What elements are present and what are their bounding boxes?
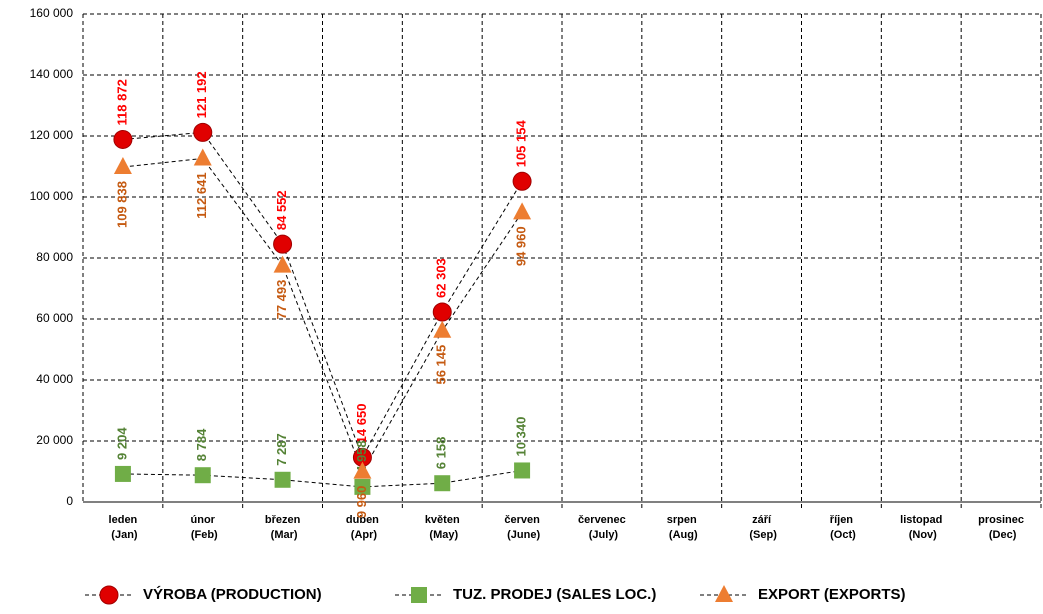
point <box>193 122 213 142</box>
legend-label: VÝROBA (PRODUCTION) <box>143 585 322 603</box>
y-tick-label: 100 000 <box>30 189 74 203</box>
y-tick-label: 40 000 <box>36 372 73 386</box>
y-tick-label: 20 000 <box>36 433 73 447</box>
legend-label: EXPORT (EXPORTS) <box>758 586 906 603</box>
point <box>113 129 133 149</box>
data-label: 10 340 <box>514 417 529 457</box>
x-tick-label: březen (Mar) <box>265 514 301 541</box>
point <box>434 475 451 492</box>
x-tick-line: květen <box>425 514 460 526</box>
x-tick-label: říjen (Oct) <box>827 514 856 541</box>
x-tick-line: (Oct) <box>827 529 856 541</box>
point <box>433 320 452 338</box>
legend-marker <box>715 585 733 602</box>
x-tick-label: srpen (Aug) <box>666 514 698 541</box>
data-label: 14 650 <box>354 404 369 444</box>
data-label: 9 204 <box>114 427 129 460</box>
y-tick-label: 60 000 <box>36 311 73 325</box>
data-label: 84 552 <box>274 190 289 230</box>
data-label: 94 960 <box>514 226 529 266</box>
y-tick-label: 140 000 <box>30 67 74 81</box>
x-tick-line: leden <box>109 514 138 526</box>
x-tick-label: září (Sep) <box>746 514 777 541</box>
x-tick-line: (Apr) <box>348 529 378 541</box>
legend-marker <box>99 585 119 605</box>
data-label: 6 158 <box>434 437 449 470</box>
x-tick-line: (Jan) <box>108 529 138 541</box>
x-tick-label: červenec (July) <box>578 514 626 541</box>
data-label: 105 154 <box>514 120 529 168</box>
x-tick-line: (Aug) <box>666 529 698 541</box>
data-label: 56 145 <box>434 345 449 385</box>
data-label: 109 838 <box>114 181 129 228</box>
x-tick-line: (May) <box>426 529 458 541</box>
x-tick-line: červen <box>504 514 540 526</box>
data-label: 7 287 <box>274 433 289 466</box>
series-line <box>122 469 523 488</box>
data-label: 8 784 <box>194 428 209 461</box>
x-tick-line: březen <box>265 514 301 526</box>
point <box>274 471 291 488</box>
x-tick-label: prosinec (Dec) <box>978 514 1024 541</box>
data-label: 121 192 <box>194 71 209 118</box>
y-tick-label: 120 000 <box>30 128 74 142</box>
x-tick-label: květen (May) <box>425 514 460 541</box>
legend-label: TUZ. PRODEJ (SALES LOC.) <box>453 586 656 603</box>
x-tick-line: (Dec) <box>986 529 1017 541</box>
x-tick-line: duben <box>346 514 379 526</box>
x-tick-label: leden (Jan) <box>108 514 138 541</box>
point <box>193 148 212 166</box>
x-tick-line: únor <box>191 514 216 526</box>
x-tick-label: únor (Feb) <box>188 514 218 541</box>
x-tick-line: prosinec <box>978 514 1024 526</box>
data-label: 9 960 <box>354 486 369 519</box>
point <box>273 234 293 254</box>
x-tick-label: červen (June) <box>504 514 540 541</box>
x-tick-line: červenec <box>578 514 626 526</box>
series-line <box>122 157 523 473</box>
point <box>514 462 531 479</box>
data-label: 118 872 <box>114 79 129 125</box>
point <box>194 467 211 484</box>
y-tick-label: 80 000 <box>36 250 73 264</box>
point <box>513 202 532 220</box>
x-tick-line: (Feb) <box>188 529 218 541</box>
point <box>512 171 532 191</box>
x-tick-line: (Sep) <box>746 529 777 541</box>
data-label: 62 303 <box>434 258 449 298</box>
x-tick-label: duben (Apr) <box>346 514 379 541</box>
point <box>432 302 452 322</box>
legend-marker <box>411 587 427 603</box>
point <box>114 465 131 482</box>
y-tick-label: 160 000 <box>30 6 74 20</box>
x-tick-line: (Nov) <box>906 529 938 541</box>
y-tick-label: 0 <box>66 494 73 508</box>
data-label: 112 641 <box>194 172 209 218</box>
x-tick-line: (June) <box>504 529 540 541</box>
x-tick-line: září <box>752 514 772 526</box>
x-tick-line: říjen <box>830 514 854 526</box>
series-line <box>122 131 523 459</box>
data-label: 77 493 <box>274 280 289 320</box>
x-tick-line: (July) <box>586 529 619 541</box>
x-tick-line: listopad <box>900 514 942 526</box>
point <box>354 478 371 495</box>
x-tick-line: srpen <box>667 514 697 526</box>
x-tick-line: (Mar) <box>268 529 298 541</box>
point <box>113 156 132 174</box>
point <box>353 461 372 479</box>
point <box>273 255 292 273</box>
x-tick-label: listopad (Nov) <box>900 514 942 541</box>
data-label: 4 958 <box>354 440 369 473</box>
